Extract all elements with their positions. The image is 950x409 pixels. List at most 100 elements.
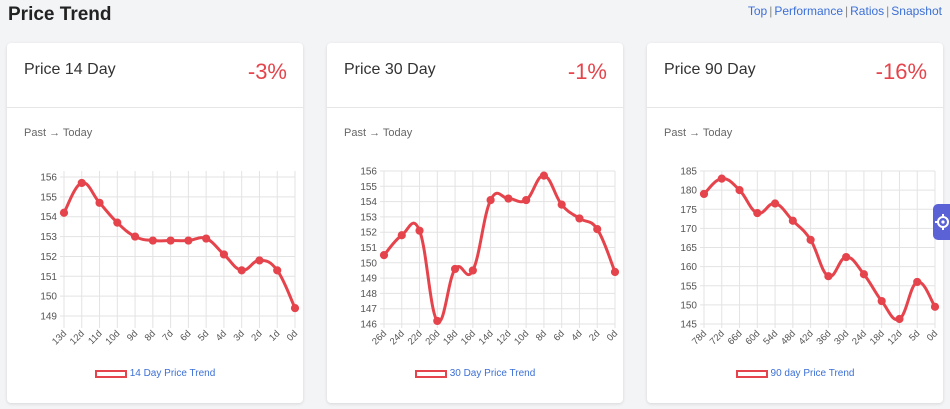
legend-label: 30 Day Price Trend xyxy=(449,368,536,379)
y-tick-label: 148 xyxy=(360,289,377,300)
x-tick-label: 24d xyxy=(850,328,869,347)
data-point xyxy=(859,270,869,279)
y-tick-label: 152 xyxy=(40,252,57,263)
y-tick-label: 156 xyxy=(40,172,57,183)
card-title: Price 14 Day xyxy=(24,61,116,78)
y-tick-label: 149 xyxy=(40,312,57,323)
y-tick-label: 147 xyxy=(360,304,377,315)
x-tick-label: 16d xyxy=(459,328,478,347)
x-tick-label: 7d xyxy=(160,328,175,343)
legend-swatch xyxy=(414,369,447,378)
data-point xyxy=(255,256,264,265)
price-card-90-day: Price 90 Day -16% Past → Today 145 150 155… xyxy=(647,43,943,403)
link-performance[interactable]: Performance xyxy=(774,4,844,18)
y-tick-label: 155 xyxy=(360,182,377,193)
data-point xyxy=(219,250,229,259)
y-tick-label: 154 xyxy=(40,212,57,223)
card-header: Price 30 Day -1% xyxy=(327,43,623,108)
y-tick-label: 145 xyxy=(680,320,697,331)
link-snapshot[interactable]: Snapshot xyxy=(891,4,942,18)
x-tick-label: 1d xyxy=(267,328,282,343)
x-tick-label: 0d xyxy=(925,328,940,343)
y-tick-label: 152 xyxy=(360,228,377,239)
link-separator: | xyxy=(845,4,849,18)
card-title: Price 90 Day xyxy=(664,61,756,78)
data-point xyxy=(202,234,211,243)
data-point xyxy=(593,225,602,234)
x-tick-label: 24d xyxy=(388,328,407,347)
data-point xyxy=(148,236,157,245)
data-point xyxy=(895,314,904,324)
data-point xyxy=(273,266,282,275)
x-tick-label: 18d xyxy=(868,328,887,347)
data-point xyxy=(450,264,460,274)
line-chart-30-day: 14614714814915015115215315415515626d24d2… xyxy=(360,167,620,348)
x-tick-label: 0d xyxy=(285,328,300,343)
data-point xyxy=(468,266,477,275)
legend-label: 14 Day Price Trend xyxy=(129,368,216,379)
data-point xyxy=(575,214,584,223)
data-point xyxy=(842,252,851,262)
price-card-14-day: Price 14 Day -3% Past → Today 149 150 151 1… xyxy=(7,43,303,403)
settings-side-tab[interactable] xyxy=(933,204,950,240)
legend-swatch xyxy=(735,369,768,378)
x-tick-label: 8d xyxy=(143,328,158,343)
y-tick-label: 150 xyxy=(40,292,57,303)
x-tick-label: 6d xyxy=(178,328,193,343)
data-point xyxy=(788,216,797,225)
x-tick-label: 10d xyxy=(512,328,531,347)
data-point xyxy=(717,174,726,183)
link-top[interactable]: Top xyxy=(747,4,768,18)
price-card-30-day: Price 30 Day -1% Past → Today 146 147 148 1… xyxy=(327,43,623,403)
x-tick-label: 12d xyxy=(886,328,905,347)
link-separator: | xyxy=(886,4,890,18)
chart-legend[interactable]: 90 day Price Trend xyxy=(647,368,943,379)
chart-legend[interactable]: 14 Day Price Trend xyxy=(7,368,303,379)
y-tick-label: 153 xyxy=(360,212,377,223)
x-tick-label: 2d xyxy=(249,328,264,343)
y-tick-label: 155 xyxy=(680,281,697,292)
y-tick-label: 160 xyxy=(680,262,697,273)
price-change: -3% xyxy=(247,59,287,84)
y-tick-label: 175 xyxy=(680,205,697,216)
x-tick-label: 5d xyxy=(907,328,922,343)
data-point xyxy=(913,277,922,287)
y-tick-label: 146 xyxy=(360,320,377,331)
data-point xyxy=(59,208,69,217)
legend-label: 90 day Price Trend xyxy=(770,368,855,379)
link-ratios[interactable]: Ratios xyxy=(850,4,885,18)
x-tick-label: 8d xyxy=(534,328,549,343)
data-point xyxy=(735,186,744,195)
card-header: Price 90 Day -16% xyxy=(647,43,943,108)
data-point xyxy=(806,235,815,244)
data-point xyxy=(557,200,566,209)
x-tick-label: 6d xyxy=(552,328,567,343)
x-tick-label: 78d xyxy=(690,328,709,347)
data-point xyxy=(77,178,86,188)
y-tick-label: 149 xyxy=(360,274,377,285)
data-point xyxy=(699,189,709,199)
chart-subtitle: Past → Today xyxy=(24,127,93,139)
page-title: Price Trend xyxy=(8,4,112,25)
section-links: Top | Performance | Ratios | Snapshot xyxy=(748,4,942,18)
data-point xyxy=(415,226,424,235)
data-point xyxy=(522,195,531,205)
data-point xyxy=(95,198,104,207)
data-point xyxy=(237,266,246,275)
x-tick-label: 9d xyxy=(125,328,140,343)
x-tick-label: 60d xyxy=(743,328,762,347)
x-tick-label: 13d xyxy=(50,328,69,347)
y-tick-label: 153 xyxy=(40,232,57,243)
x-tick-label: 20d xyxy=(423,328,442,347)
chart-legend[interactable]: 30 Day Price Trend xyxy=(327,368,623,379)
x-tick-label: 66d xyxy=(726,328,745,347)
data-point xyxy=(539,171,549,180)
line-chart-90-day: 14515015516016517017518018578d72d66d60d5… xyxy=(680,167,940,348)
x-tick-label: 26d xyxy=(370,328,389,347)
x-tick-label: 12d xyxy=(68,328,87,347)
y-tick-label: 155 xyxy=(40,192,57,203)
data-point xyxy=(486,195,495,205)
card-header: Price 14 Day -3% xyxy=(7,43,303,108)
x-tick-label: 2d xyxy=(587,328,602,343)
